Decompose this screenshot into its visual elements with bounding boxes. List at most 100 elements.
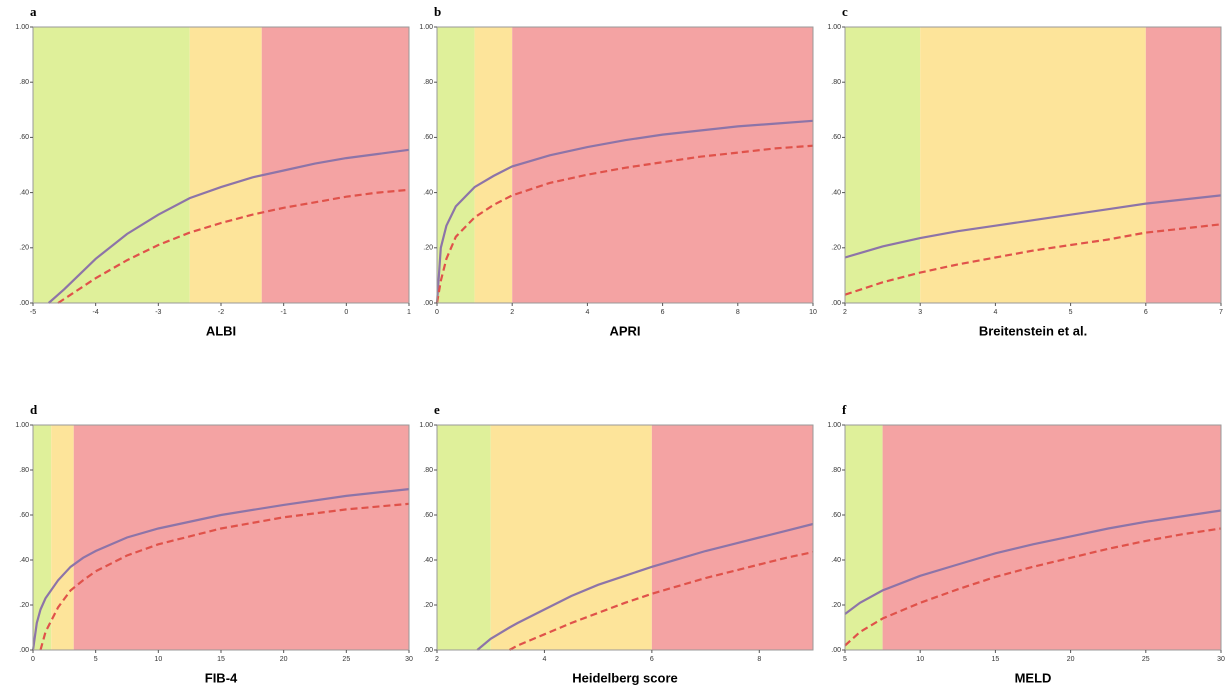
panel-label: e (434, 402, 440, 417)
x-axis-title: APRI (609, 323, 640, 338)
x-tick-label: 15 (992, 656, 1000, 663)
x-tick-label: 3 (918, 309, 922, 316)
y-tick-label: 1.00 (827, 422, 841, 429)
y-tick-label: .20 (423, 602, 433, 609)
x-axis-title: MELD (1015, 670, 1052, 685)
x-tick-label: 30 (405, 656, 413, 663)
x-axis-title: Breitenstein et al. (979, 323, 1087, 338)
x-tick-label: 10 (809, 309, 817, 316)
x-tick-label: 4 (542, 656, 546, 663)
x-tick-label: -2 (218, 309, 224, 316)
y-tick-label: .60 (831, 134, 841, 141)
x-tick-label: 0 (31, 656, 35, 663)
x-tick-label: 4 (993, 309, 997, 316)
x-tick-label: 5 (94, 656, 98, 663)
x-tick-label: 8 (757, 656, 761, 663)
y-tick-label: .80 (19, 467, 29, 474)
y-tick-label: .20 (831, 245, 841, 252)
x-tick-label: 2 (510, 309, 514, 316)
y-tick-label: 1.00 (419, 24, 433, 31)
zone (51, 425, 74, 650)
x-tick-label: 20 (1067, 656, 1075, 663)
y-tick-label: .60 (831, 512, 841, 519)
curve (435, 119, 814, 304)
y-tick-label: .00 (831, 647, 841, 654)
zone (189, 27, 262, 303)
x-tick-label: 0 (344, 309, 348, 316)
curve (844, 509, 1222, 615)
x-tick-label: 5 (843, 656, 847, 663)
x-tick-label: -3 (155, 309, 161, 316)
y-tick-label: .00 (423, 300, 433, 307)
y-tick-label: .60 (19, 134, 29, 141)
x-tick-label: -1 (281, 309, 287, 316)
x-tick-label: 25 (1142, 656, 1150, 663)
x-tick-label: 8 (736, 309, 740, 316)
y-tick-label: .20 (19, 602, 29, 609)
x-axis-title: FIB-4 (205, 670, 238, 685)
x-tick-label: 7 (1219, 309, 1223, 316)
x-tick-label: -4 (93, 309, 99, 316)
zone (845, 425, 883, 650)
x-tick-label: 2 (843, 309, 847, 316)
y-tick-label: .80 (831, 467, 841, 474)
x-tick-label: 10 (154, 656, 162, 663)
y-tick-label: .40 (831, 557, 841, 564)
curve (844, 223, 1222, 296)
y-tick-label: .40 (423, 557, 433, 564)
y-tick-label: .60 (19, 512, 29, 519)
y-tick-label: .20 (19, 245, 29, 252)
y-tick-label: 1.00 (15, 422, 29, 429)
plot-frame (436, 424, 814, 651)
zone (845, 27, 921, 303)
curve (435, 144, 814, 304)
x-tick-label: 2 (435, 656, 439, 663)
plot-frame (844, 26, 1222, 304)
y-tick-label: .80 (423, 467, 433, 474)
y-tick-label: .80 (423, 79, 433, 86)
zone (33, 27, 190, 303)
x-tick-label: 4 (585, 309, 589, 316)
y-tick-label: 1.00 (827, 24, 841, 31)
y-tick-label: .00 (423, 647, 433, 654)
x-tick-label: 6 (661, 309, 665, 316)
panel-label: b (434, 4, 441, 19)
x-tick-label: 1 (407, 309, 411, 316)
zone (1145, 27, 1221, 303)
panel-label: d (30, 402, 38, 417)
x-tick-label: 15 (217, 656, 225, 663)
x-tick-label: 0 (435, 309, 439, 316)
x-tick-label: 25 (342, 656, 350, 663)
zone (437, 27, 475, 303)
panel-label: a (30, 4, 37, 19)
plot-frame (436, 26, 814, 304)
y-tick-label: .40 (831, 189, 841, 196)
x-axis-title: Heidelberg score (572, 670, 678, 685)
curve (844, 194, 1222, 259)
y-tick-label: .00 (831, 300, 841, 307)
zone (882, 425, 1221, 650)
curve (47, 148, 410, 304)
curve (508, 551, 814, 651)
curve (31, 488, 410, 651)
y-tick-label: .20 (423, 245, 433, 252)
x-tick-label: 5 (1069, 309, 1073, 316)
panel-label: f (842, 402, 847, 417)
x-tick-label: 30 (1217, 656, 1225, 663)
curve (476, 522, 814, 651)
y-tick-label: .40 (423, 189, 433, 196)
y-tick-label: .00 (19, 300, 29, 307)
y-tick-label: .40 (19, 557, 29, 564)
y-tick-label: 1.00 (419, 422, 433, 429)
x-tick-label: 6 (1144, 309, 1148, 316)
zone (474, 27, 513, 303)
plot-frame (844, 424, 1222, 651)
x-tick-label: 6 (650, 656, 654, 663)
y-tick-label: .80 (831, 79, 841, 86)
zone (261, 27, 409, 303)
curve (57, 188, 410, 304)
y-tick-label: .20 (831, 602, 841, 609)
zone (490, 425, 652, 650)
zone (73, 425, 409, 650)
